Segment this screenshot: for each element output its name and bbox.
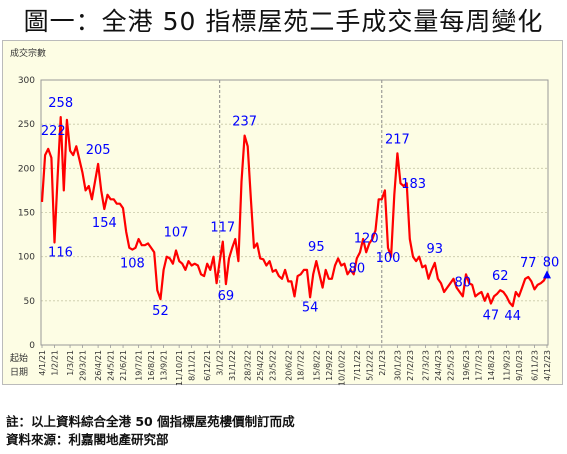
footnote-source-basis: 註：以上資料綜合全港 50 個指標屋苑樓價制訂而成 — [6, 414, 295, 429]
x-tick-label: 11/10/21 — [175, 350, 184, 386]
data-label: 237 — [232, 115, 257, 130]
data-label: 217 — [385, 132, 410, 147]
x-tick-label: 10/10/22 — [337, 350, 346, 386]
data-label: 62 — [492, 269, 509, 284]
x-tick-label: 2/1/23 — [378, 350, 387, 376]
x-tick-label: 22/5/23 — [446, 350, 455, 381]
x-tick-label: 12/9/22 — [325, 350, 334, 381]
series-layer — [40, 115, 551, 308]
x-tick-label: 9/10/23 — [515, 350, 524, 381]
data-label: 205 — [86, 143, 111, 158]
x-tick-label: 30/1/23 — [393, 350, 402, 381]
x-axis-title-line2: 日期 — [10, 367, 28, 378]
data-label: 120 — [354, 231, 379, 246]
x-tick-label: 23/5/22 — [269, 350, 278, 381]
x-tick-label: 11/9/23 — [502, 350, 511, 381]
data-label: 80 — [543, 255, 560, 270]
y-tick-label: 50 — [24, 297, 36, 307]
x-tick-label: 17/7/23 — [474, 350, 483, 381]
x-tick-label: 13/9/21 — [160, 350, 169, 381]
data-label: 258 — [48, 96, 73, 111]
x-tick-label: 7/11/22 — [353, 350, 362, 381]
data-label: 222 — [41, 124, 66, 139]
data-label: 47 — [483, 308, 500, 323]
data-label: 95 — [308, 240, 325, 255]
x-tick-label: 6/12/21 — [203, 350, 212, 381]
x-tick-label: 16/8/21 — [147, 350, 156, 381]
data-label: 108 — [120, 257, 145, 272]
data-label: 107 — [164, 225, 189, 240]
x-tick-label: 4/1/21 — [38, 350, 47, 376]
y-tick-label: 250 — [18, 120, 35, 130]
x-tick-label: 28/3/22 — [244, 350, 253, 381]
x-tick-label: 8/11/21 — [188, 350, 197, 381]
data-label: 77 — [520, 256, 537, 271]
x-tick-label: 18/7/22 — [297, 350, 306, 381]
x-tick-label: 19/6/23 — [462, 350, 471, 381]
x-tick-label: 27/2/23 — [406, 350, 415, 381]
x-tick-label: 27/3/23 — [421, 350, 430, 381]
x-tick-label: 29/3/21 — [79, 350, 88, 381]
data-label: 54 — [302, 300, 319, 315]
x-tick-label: 1/2/21 — [50, 350, 59, 376]
data-label-layer: 222 116 258 205 154 108 52 107 117 69 237 54 95 80 120… — [41, 96, 559, 324]
data-label: 44 — [504, 309, 521, 324]
last-point-marker — [543, 270, 551, 279]
series-line — [40, 115, 548, 308]
x-tick-label: 26/4/21 — [94, 350, 103, 381]
y-tick-label: 0 — [29, 341, 35, 351]
y-tick-label: 100 — [18, 253, 35, 263]
axis-layer: 0 50 100 150 200 250 300 4/1/21 1/2/21 1/3/21 29/3… — [18, 76, 552, 386]
y-tick-label: 150 — [18, 209, 35, 219]
plot-frame — [40, 79, 549, 346]
data-label: 93 — [427, 242, 444, 257]
data-label: 117 — [210, 221, 235, 236]
footnote-data-source: 資料來源：利嘉閣地產研究部 — [6, 432, 169, 447]
data-label: 80 — [349, 261, 366, 276]
x-tick-label: 31/1/22 — [228, 350, 237, 381]
x-tick-label: 24/4/23 — [434, 350, 443, 381]
x-tick-label: 1/3/21 — [66, 350, 75, 376]
x-tick-label: 25/4/22 — [256, 350, 265, 381]
x-tick-label: 5/12/22 — [365, 350, 374, 381]
y-axis-title: 成交宗數 — [10, 47, 46, 59]
x-tick-label: 24/5/21 — [107, 350, 116, 381]
data-label: 69 — [218, 289, 235, 304]
grid-layer — [41, 79, 548, 346]
page-title: 圖一：全港 50 指標屋苑二手成交量每周變化 — [23, 7, 544, 36]
data-label: 80 — [455, 275, 472, 290]
x-tick-label: 4/12/23 — [543, 350, 552, 381]
x-tick-label: 3/1/22 — [216, 350, 225, 376]
x-axis-title-line1: 起始 — [10, 352, 28, 364]
y-tick-label: 200 — [18, 164, 35, 174]
data-label: 52 — [152, 304, 169, 319]
x-tick-label: 14/8/23 — [487, 350, 496, 381]
x-tick-label: 19/7/21 — [135, 350, 144, 381]
data-label: 183 — [401, 177, 426, 192]
y-tick-label: 300 — [18, 76, 35, 86]
data-label: 154 — [92, 216, 117, 231]
x-tick-label: 20/6/22 — [284, 350, 293, 381]
data-label: 100 — [376, 251, 401, 266]
data-label: 116 — [48, 246, 73, 261]
x-tick-label: 21/6/21 — [119, 350, 128, 381]
x-tick-label: 15/8/22 — [312, 350, 321, 381]
x-tick-label: 6/11/23 — [531, 350, 540, 381]
